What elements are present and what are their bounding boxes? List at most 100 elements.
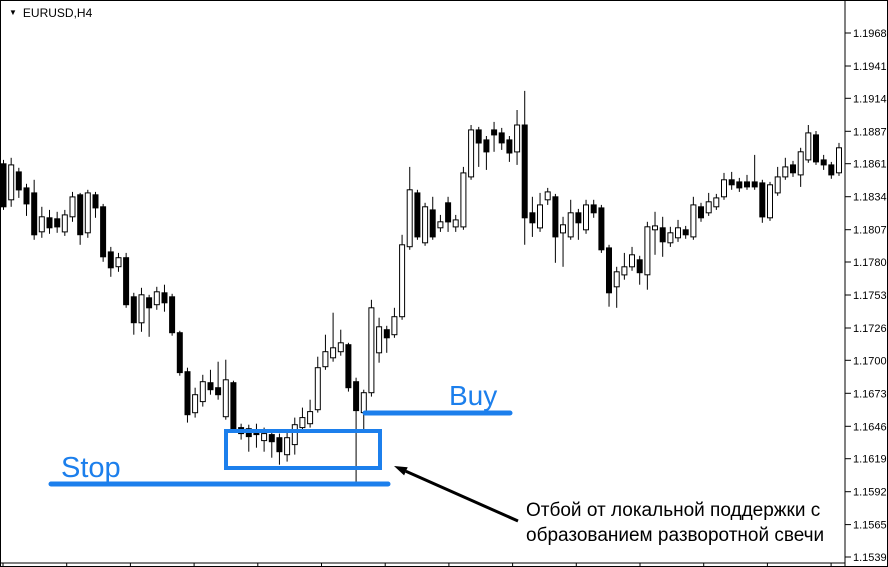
price-axis-label: 1.17535 xyxy=(853,290,887,302)
candle-body xyxy=(222,379,229,418)
candle-body xyxy=(468,129,475,178)
price-axis-label: 1.19680 xyxy=(853,28,887,40)
price-axis-label: 1.15390 xyxy=(853,552,887,564)
candle-body xyxy=(782,166,789,178)
candle-body xyxy=(215,387,222,396)
candle-body xyxy=(713,197,720,208)
price-axis[interactable]: 1.19680 1.19410 1.19145 1.18875 1.18610 1.183… xyxy=(844,1,887,566)
candle-body xyxy=(820,159,827,166)
candle-body xyxy=(452,219,459,228)
note-arrow-shaft[interactable] xyxy=(405,469,519,523)
price-axis-label: 1.18340 xyxy=(853,192,887,204)
candle-body xyxy=(790,164,796,174)
candle-body xyxy=(376,326,383,354)
candle-body xyxy=(575,212,582,224)
candle-body xyxy=(805,132,812,161)
candle-body xyxy=(107,251,114,269)
candle-body xyxy=(567,212,574,238)
price-axis-label: 1.17265 xyxy=(853,323,887,335)
candle-body xyxy=(31,192,38,236)
stop-label[interactable]: Stop xyxy=(61,452,121,484)
candle-body xyxy=(690,204,697,238)
candle-body xyxy=(77,194,84,236)
candle-body xyxy=(261,433,268,442)
candle-body xyxy=(797,151,804,176)
candle-body xyxy=(682,229,689,236)
candle-body xyxy=(138,294,145,324)
price-axis-label: 1.16460 xyxy=(853,421,887,433)
candle-body xyxy=(705,201,712,214)
candle-body xyxy=(353,381,360,412)
candle-body xyxy=(345,344,352,389)
candle-body xyxy=(475,129,482,144)
candle-body xyxy=(276,437,283,453)
candle-body xyxy=(268,434,275,443)
candle-body xyxy=(176,332,183,374)
price-axis-label: 1.16195 xyxy=(853,454,887,466)
candle-body xyxy=(207,382,214,391)
price-axis-label: 1.17805 xyxy=(853,257,887,269)
candle-body xyxy=(560,224,566,234)
time-axis[interactable] xyxy=(1,562,845,566)
candle-body xyxy=(498,132,505,144)
candle-body xyxy=(391,316,398,336)
candle-body xyxy=(445,202,452,223)
symbol-label: ▼ EURUSD,H4 xyxy=(9,6,92,20)
candle-body xyxy=(652,225,658,231)
candle-body xyxy=(636,259,643,274)
candle-body xyxy=(659,227,666,243)
note-arrow-head[interactable] xyxy=(394,466,408,476)
candle-body xyxy=(537,204,543,229)
candle-body xyxy=(644,226,651,276)
candle-body xyxy=(84,192,91,234)
candle-body xyxy=(422,206,429,244)
candle-body xyxy=(667,232,674,244)
candle-body xyxy=(406,189,413,248)
candle-body xyxy=(184,371,191,416)
chevron-down-icon[interactable]: ▼ xyxy=(9,8,17,17)
candle-body xyxy=(675,227,681,239)
candle-body xyxy=(767,184,773,219)
price-axis-label: 1.15655 xyxy=(853,520,887,532)
candle-body xyxy=(437,221,444,229)
candle-body xyxy=(46,217,53,229)
candle-body xyxy=(146,297,153,309)
candle-body xyxy=(399,244,406,318)
candle-body xyxy=(368,307,375,394)
note-text-line[interactable]: Отбой от локальной поддержки с xyxy=(526,500,820,521)
candle-body xyxy=(61,214,68,233)
candle-body xyxy=(123,257,130,306)
candle-body xyxy=(613,271,620,288)
candle-body xyxy=(337,342,344,353)
candle-body xyxy=(1,163,7,208)
candle-body xyxy=(598,207,605,251)
candle-body xyxy=(759,182,766,218)
candle-body xyxy=(23,187,30,205)
price-axis-label: 1.18070 xyxy=(853,225,887,237)
candle-body xyxy=(583,204,589,231)
candle-body xyxy=(774,176,781,194)
candle-body xyxy=(307,411,314,425)
candle-body xyxy=(552,196,559,238)
annotations: Buy Stop Отбой от локальной поддержки с обр… xyxy=(48,380,824,546)
price-axis-label: 1.16730 xyxy=(853,388,887,400)
candle-body xyxy=(521,124,528,219)
candle-body xyxy=(230,382,237,431)
buy-label[interactable]: Buy xyxy=(449,380,497,411)
candle-body xyxy=(130,296,137,324)
note-text-line[interactable]: образованием разворотной свечи xyxy=(526,525,824,546)
candle-body xyxy=(153,291,160,306)
price-axis-label: 1.18610 xyxy=(853,159,887,171)
candle-body xyxy=(629,254,635,268)
price-axis-label: 1.17000 xyxy=(853,355,887,367)
candle-body xyxy=(529,212,536,224)
candle-body xyxy=(38,216,45,233)
price-axis-label: 1.19145 xyxy=(853,93,887,105)
candle-body xyxy=(698,206,704,219)
support-box[interactable] xyxy=(224,429,382,470)
candle-body xyxy=(330,347,337,359)
candle-body xyxy=(169,296,176,334)
price-axis-label: 1.15925 xyxy=(853,487,887,499)
